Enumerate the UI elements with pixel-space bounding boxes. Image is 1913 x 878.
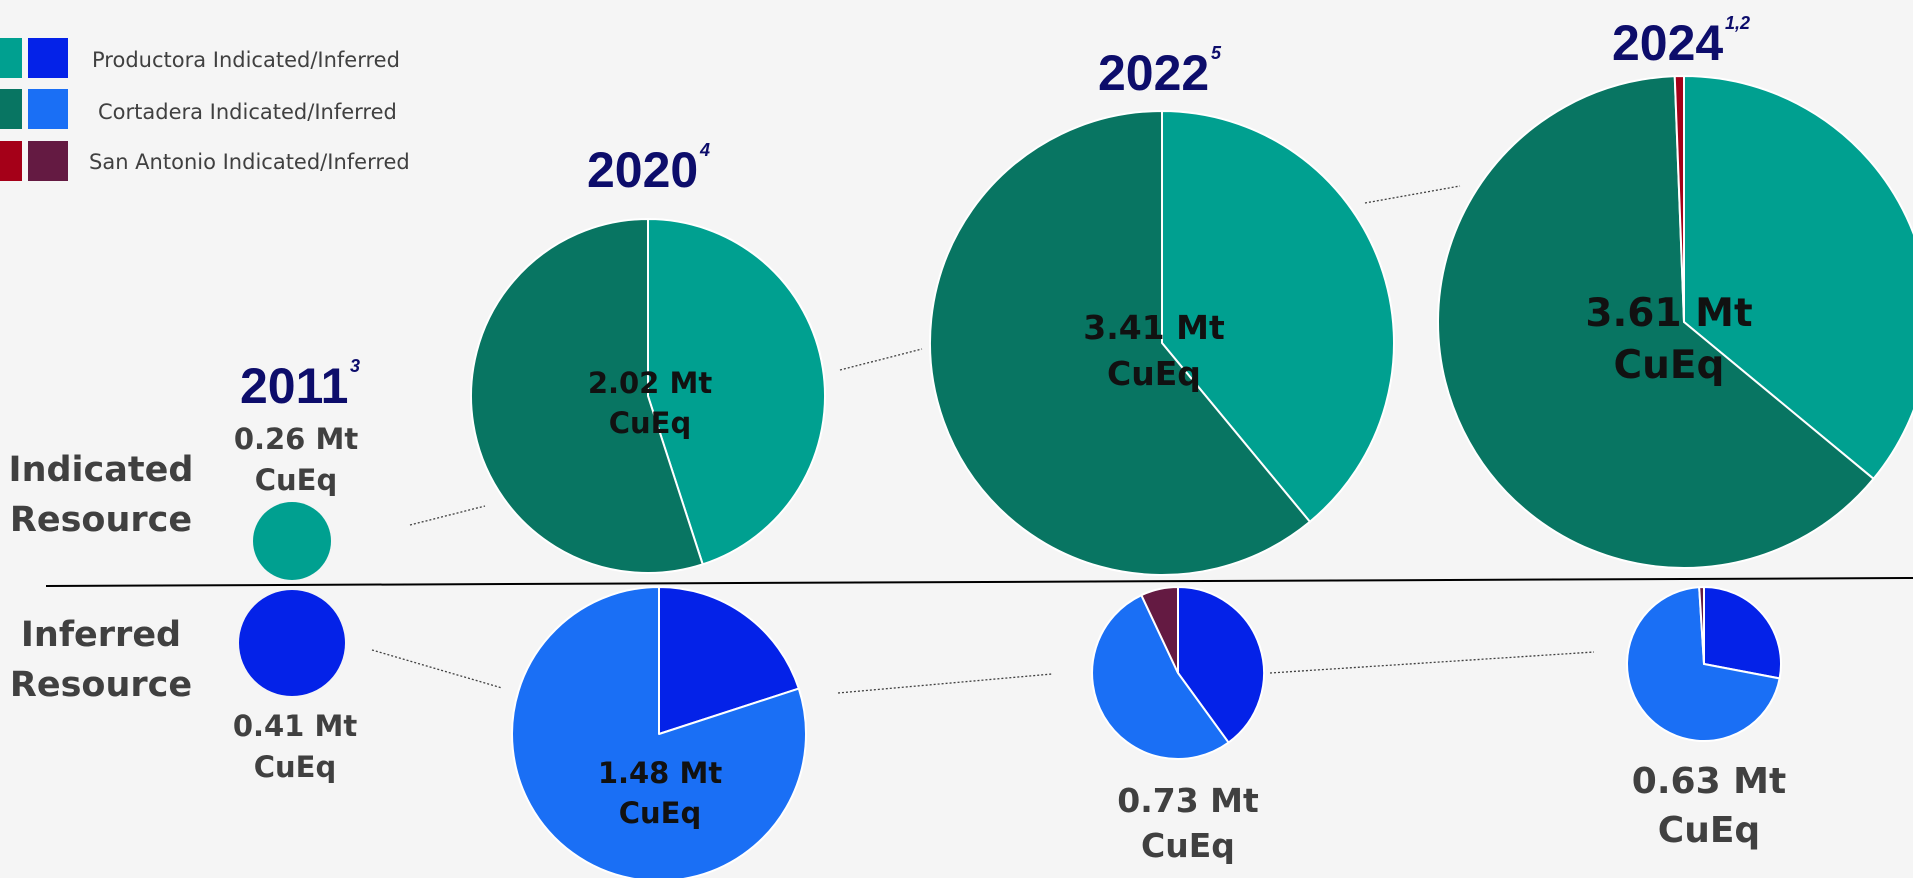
total-2024-inferred-value: 0.63 Mt [1632,761,1786,802]
row-label-inferred-line1: Inferred [21,615,181,655]
legend: Productora Indicated/Inferred Cortadera … [0,38,410,181]
total-2022-indicated-value: 3.41 Mt [1083,308,1225,347]
slice-2022-indicated-cortadera [929,110,1311,576]
pie-2024-inferred [1626,585,1783,742]
divider-line [45,577,1913,587]
total-2024-indicated-value: 3.61 Mt [1585,291,1752,336]
slice-2024-indicated-productora [1683,75,1913,480]
total-2011-inferred-unit: CuEq [254,750,337,784]
pie-2011-indicated [253,502,331,580]
slice-2020-inferred-cortadera [511,586,807,878]
total-2022-inferred: 0.73 Mt CuEq [1117,781,1259,865]
year-2011-heading: 2011 3 [240,356,360,414]
total-2022-inferred-value: 0.73 Mt [1117,781,1259,820]
total-2022-indicated: 3.41 Mt CuEq [1083,308,1225,393]
year-2022: 2022 [1098,45,1209,101]
total-2024-indicated-unit: CuEq [1614,343,1725,388]
total-2020-indicated: 2.02 Mt CuEq [588,366,713,440]
row-label-indicated-line1: Indicated [9,450,194,490]
connector-inferred-2011-2020 [371,649,503,689]
total-2020-indicated-unit: CuEq [609,406,692,440]
pie-2022-inferred [1091,586,1265,760]
connector-inferred-2020-2022 [837,673,1053,694]
pie-2020-indicated [470,218,826,574]
total-2011-indicated-unit: CuEq [255,463,338,497]
connector-inferred-2022-2024 [1269,651,1595,674]
slice-2022-indicated-productora [1161,110,1395,523]
year-2022-heading: 2022 5 [1098,43,1222,101]
legend-item-san-antonio: San Antonio Indicated/Inferred [0,141,410,181]
connectors [371,185,1595,694]
connector-indicated-2020-2022 [839,348,923,371]
total-2020-inferred-value: 1.48 Mt [598,756,723,790]
legend-item-productora: Productora Indicated/Inferred [0,38,400,78]
slice-2020-indicated-cortadera [470,218,704,574]
slice-2024-indicated-cortadera [1437,75,1875,569]
total-2024-inferred-unit: CuEq [1658,810,1760,851]
slice-2024-inferred-productora [1703,586,1783,680]
slice-2022-inferred-productora [1177,586,1265,744]
slice-2020-inferred-productora [658,586,800,735]
slice-2022-inferred-cortadera [1091,594,1230,760]
row-label-inferred: Inferred Resource [10,615,192,705]
total-2024-inferred: 0.63 Mt CuEq [1632,761,1786,851]
legend-swatch-san-antonio-inferred [28,141,68,181]
pie-2022-indicated [929,110,1395,576]
row-label-indicated-line2: Resource [10,500,192,540]
connector-indicated-2022-2024 [1364,185,1461,204]
year-2024: 2024 [1612,15,1723,71]
legend-swatch-productora-indicated [0,38,22,78]
pie-2011-inferred [239,590,345,696]
total-2011-indicated-value: 0.26 Mt [234,422,359,456]
total-2011-inferred: 0.41 Mt CuEq [233,709,358,784]
legend-swatch-cortadera-inferred [28,89,68,129]
slice-2020-indicated-productora [647,218,826,566]
slice-2024-indicated-san-antonio [1673,74,1685,323]
total-2011-inferred-value: 0.41 Mt [233,709,358,743]
year-2011-footnote: 3 [350,356,360,376]
total-2022-indicated-unit: CuEq [1107,354,1201,393]
pie-2020-inferred [511,586,807,878]
connector-indicated-2011-2020 [409,505,486,526]
total-2024-indicated: 3.61 Mt CuEq [1585,291,1752,388]
year-2020: 2020 [587,142,698,198]
total-2020-indicated-value: 2.02 Mt [588,366,713,400]
year-2011: 2011 [240,358,348,414]
year-2020-heading: 2020 4 [587,140,710,198]
year-2024-heading: 2024 1,2 [1612,13,1750,71]
legend-swatch-san-antonio-indicated [0,141,22,181]
slice-2011-indicated-productora [253,502,331,580]
year-2024-footnote: 1,2 [1725,13,1750,33]
total-2022-inferred-unit: CuEq [1141,826,1235,865]
total-2011-indicated: 0.26 Mt CuEq [234,422,359,497]
row-label-indicated: Indicated Resource [9,450,194,540]
legend-label-productora: Productora Indicated/Inferred [92,48,400,72]
slice-2024-inferred-san-antonio [1698,585,1705,665]
legend-swatch-cortadera-indicated [0,89,22,129]
slice-2011-inferred-productora [239,590,345,696]
legend-label-cortadera: Cortadera Indicated/Inferred [98,100,397,124]
year-2022-footnote: 5 [1211,43,1222,63]
year-2020-footnote: 4 [699,140,710,160]
slice-2022-inferred-san-antonio [1140,586,1179,674]
legend-label-san-antonio: San Antonio Indicated/Inferred [89,150,410,174]
row-label-inferred-line2: Resource [10,665,192,705]
total-2020-inferred-unit: CuEq [619,796,702,830]
legend-swatch-productora-inferred [28,38,68,78]
pie-2024-indicated [1437,74,1913,569]
legend-item-cortadera: Cortadera Indicated/Inferred [0,89,397,129]
total-2020-inferred: 1.48 Mt CuEq [598,756,723,830]
